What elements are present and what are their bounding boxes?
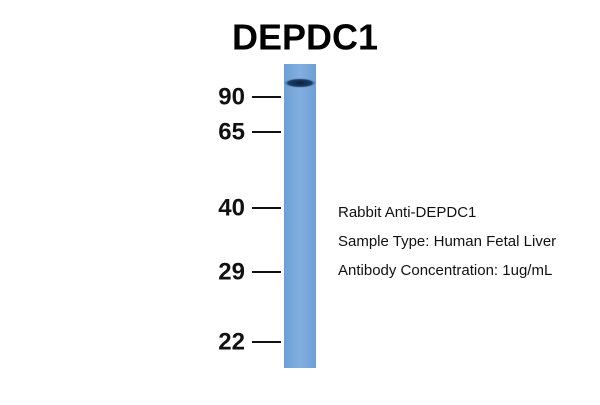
- marker-label: 29: [218, 258, 245, 285]
- annotation-line: Sample Type: Human Fetal Liver: [338, 233, 556, 250]
- annotations: Rabbit Anti-DEPDC1 Sample Type: Human Fet…: [338, 204, 556, 279]
- marker-ladder: 90 65 40 29 22: [218, 83, 281, 355]
- annotation-line: Rabbit Anti-DEPDC1: [338, 204, 476, 221]
- marker-label: 65: [218, 118, 245, 145]
- gel-lane: [284, 64, 316, 368]
- marker-label: 22: [218, 328, 245, 355]
- annotation-line: Antibody Concentration: 1ug/mL: [338, 262, 552, 279]
- marker-label: 90: [218, 83, 245, 110]
- marker-label: 40: [218, 194, 245, 221]
- protein-band: [283, 78, 317, 88]
- title: DEPDC1: [232, 17, 378, 58]
